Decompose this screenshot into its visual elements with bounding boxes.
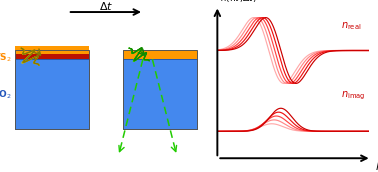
Text: $\Delta t$: $\Delta t$ xyxy=(99,0,113,12)
Text: WS$_2$: WS$_2$ xyxy=(0,52,12,64)
Bar xyxy=(123,50,197,59)
Bar xyxy=(123,50,197,129)
Text: h$\nu$: h$\nu$ xyxy=(375,160,378,172)
Bar xyxy=(15,59,89,129)
Text: $n$(h$\nu$,$\Delta t$): $n$(h$\nu$,$\Delta t$) xyxy=(220,0,257,4)
Text: SiO$_2$: SiO$_2$ xyxy=(0,88,12,101)
Bar xyxy=(15,46,89,59)
Bar xyxy=(15,46,89,54)
Bar xyxy=(123,59,197,129)
Text: $n_\mathrm{real}$: $n_\mathrm{real}$ xyxy=(341,21,362,33)
Text: $n_\mathrm{imag}$: $n_\mathrm{imag}$ xyxy=(341,89,366,102)
Bar xyxy=(15,50,89,129)
